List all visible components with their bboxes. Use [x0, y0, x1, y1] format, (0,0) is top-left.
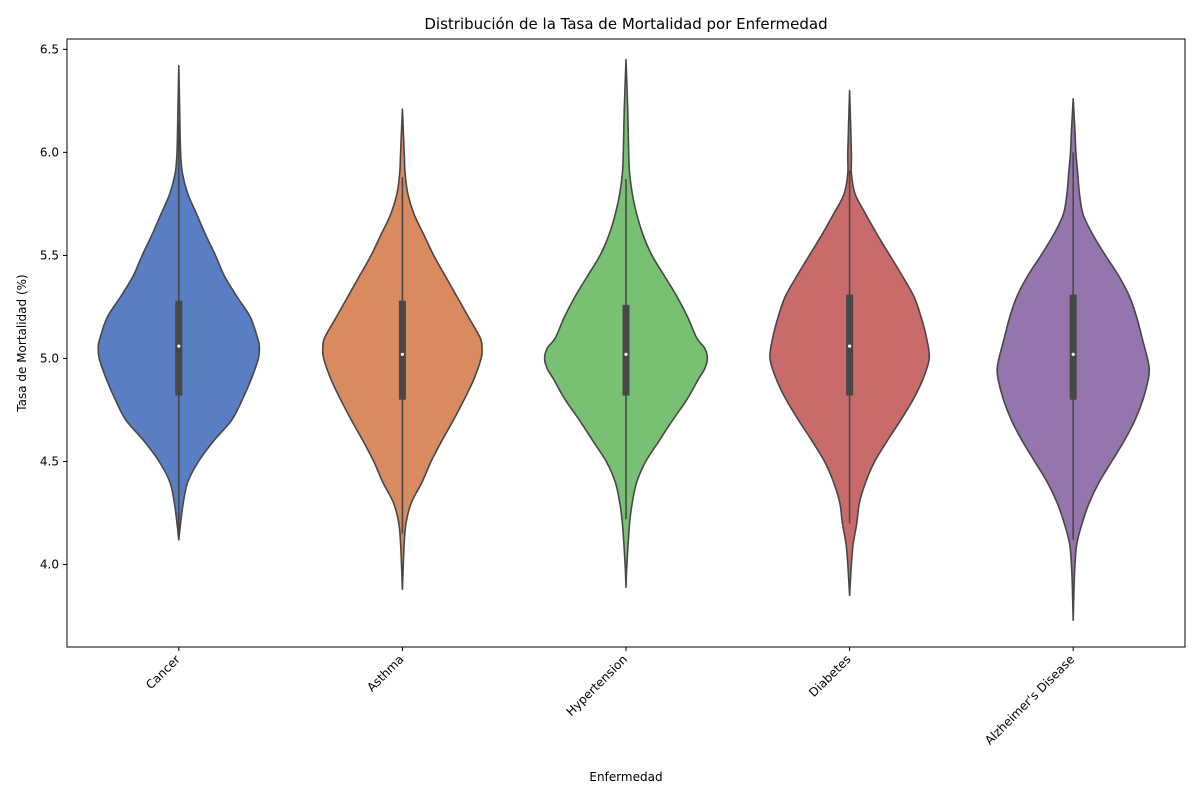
y-tick-label: 5.5	[40, 248, 59, 262]
violins-layer	[97, 58, 1151, 622]
violin-median-point	[400, 352, 404, 356]
violin-median-point	[1071, 352, 1075, 356]
y-tick-label: 6.5	[40, 42, 59, 56]
x-axis: Cancer Asthma Hypertension Diabetes Alzheime…	[143, 647, 1077, 747]
violin-cancer	[97, 64, 261, 541]
y-axis: 4.0 4.5 5.0 5.5 6.0 6.5	[40, 42, 67, 572]
violin-asthma	[321, 108, 483, 591]
y-tick-label: 4.0	[40, 558, 59, 572]
violin-median-point	[177, 344, 181, 348]
y-tick-label: 6.0	[40, 145, 59, 159]
x-tick-label: Asthma	[364, 652, 406, 694]
y-tick-label: 4.5	[40, 455, 59, 469]
violin-iqr-box	[1069, 294, 1077, 400]
violin-hypertension	[543, 58, 709, 589]
chart-title: Distribución de la Tasa de Mortalidad po…	[424, 15, 827, 33]
violin-alzheimer-s-disease	[996, 97, 1151, 622]
y-axis-title: Tasa de Mortalidad (%)	[15, 274, 29, 412]
x-tick-label: Alzheimer's Disease	[982, 652, 1077, 747]
x-tick-label: Hypertension	[563, 652, 630, 719]
x-tick-label: Diabetes	[806, 652, 854, 700]
x-axis-title: Enfermedad	[589, 770, 662, 784]
violin-diabetes	[769, 89, 931, 597]
plot-frame	[66, 38, 1186, 648]
y-tick-label: 5.0	[40, 351, 59, 365]
violin-median-point	[848, 344, 852, 348]
x-tick-label: Cancer	[143, 652, 183, 692]
violin-iqr-box	[622, 304, 630, 396]
violin-median-point	[624, 352, 628, 356]
violin-iqr-box	[398, 300, 406, 400]
violin-iqr-box	[175, 300, 183, 396]
